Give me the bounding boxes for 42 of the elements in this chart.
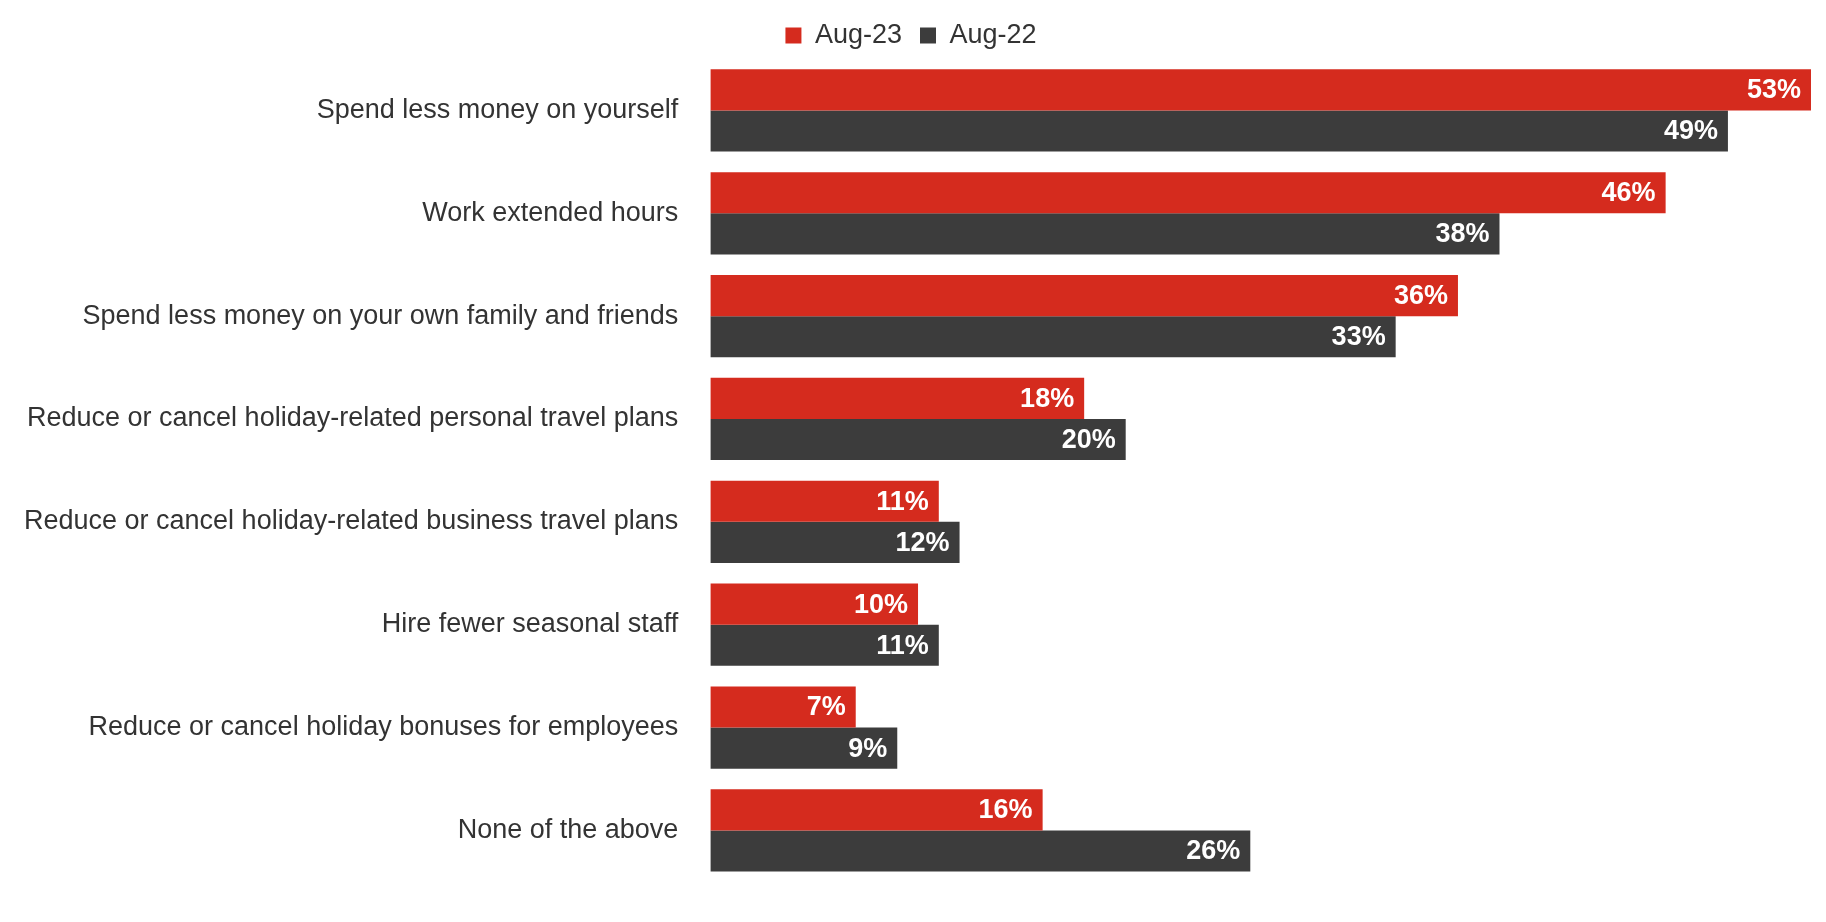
bar	[710, 418, 1126, 461]
y-tick-label: Reduce or cancel holiday bonuses for employees	[88, 710, 679, 741]
data-label: 46%	[1601, 177, 1656, 208]
data-label: 11%	[876, 485, 929, 516]
bar	[710, 213, 1500, 255]
bar	[710, 830, 1251, 872]
bar	[710, 480, 939, 522]
data-label: 49%	[1663, 115, 1718, 146]
bar	[710, 110, 1728, 152]
legend-label: Aug-22	[949, 18, 1037, 49]
data-label: 12%	[895, 526, 950, 557]
y-tick-label: Spend less money on yourself	[316, 93, 679, 124]
y-tick-label: None of the above	[457, 813, 679, 844]
y-tick-label: Spend less money on your own family and friends	[82, 299, 679, 330]
bar	[710, 521, 960, 563]
data-label: 7%	[806, 691, 846, 722]
data-label: 26%	[1186, 835, 1241, 866]
data-label: 10%	[853, 588, 909, 619]
data-label: 38%	[1435, 218, 1490, 249]
bar	[710, 789, 1043, 831]
bar	[710, 583, 919, 625]
bar	[710, 377, 1085, 419]
bar	[710, 274, 1458, 317]
legend-label: Aug-23	[814, 18, 903, 49]
data-label: 33%	[1331, 321, 1386, 352]
data-label: 53%	[1746, 74, 1801, 105]
bar	[710, 172, 1666, 214]
bar	[710, 316, 1396, 358]
y-tick-label: Hire fewer seasonal staff	[381, 608, 679, 639]
data-label: 16%	[978, 794, 1033, 825]
bar	[710, 686, 856, 728]
data-label: 18%	[1020, 382, 1075, 413]
y-tick-label: Reduce or cancel holiday-related personal travel plans	[26, 402, 679, 433]
y-tick-label: Reduce or cancel holiday-related business travel plans	[23, 505, 679, 536]
bar	[710, 727, 898, 769]
bar	[710, 69, 1811, 111]
data-label: 20%	[1061, 424, 1116, 454]
y-tick-label: Work extended hours	[422, 196, 679, 227]
data-label: 36%	[1393, 280, 1448, 311]
data-label: 9%	[848, 732, 888, 763]
data-label: 11%	[876, 629, 929, 660]
bar	[710, 624, 939, 666]
